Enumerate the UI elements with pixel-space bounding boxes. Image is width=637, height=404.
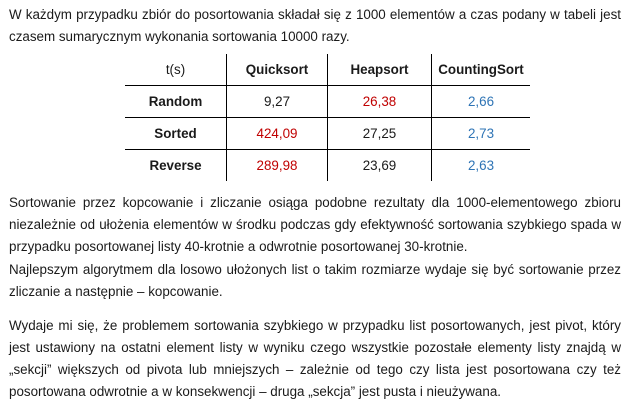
- heapsort-value: 27,25: [327, 117, 432, 150]
- heapsort-value: 23,69: [327, 149, 432, 181]
- countingsort-value: 2,73: [467, 126, 495, 141]
- analysis-paragraph-3: Wydaje mi się, że problemem sortowania s…: [9, 318, 621, 399]
- quicksort-value: 424,09: [226, 117, 328, 150]
- row-label: Random: [125, 85, 227, 118]
- quicksort-value: 289,98: [226, 149, 328, 181]
- header-cell-time: t(s): [125, 54, 227, 86]
- countingsort-value: 2,63: [467, 158, 495, 173]
- intro-paragraph: W każdym przypadku zbiór do posortowania…: [9, 7, 621, 44]
- row-label: Reverse: [125, 149, 227, 181]
- table-header-row: t(s) Quicksort Heapsort CountingSort: [125, 54, 530, 86]
- analysis-paragraph-1: Sortowanie przez kopcowanie i zliczanie …: [9, 195, 621, 254]
- table-row: Random 9,27 26,38 2,66: [125, 85, 530, 118]
- table-row: Sorted 424,09 27,25 2,73: [125, 117, 530, 150]
- analysis-paragraph-2: Najlepszym algorytmem dla losowo ułożony…: [9, 262, 621, 299]
- header-cell-quicksort: Quicksort: [226, 54, 328, 86]
- row-label: Sorted: [125, 117, 227, 150]
- countingsort-value: 2,66: [467, 94, 495, 109]
- header-cell-heapsort: Heapsort: [327, 54, 432, 86]
- header-cell-countingsort: CountingSort: [438, 62, 524, 77]
- heapsort-value: 26,38: [327, 85, 432, 118]
- results-table: t(s) Quicksort Heapsort CountingSort Ran…: [125, 54, 530, 181]
- table-row: Reverse 289,98 23,69 2,63: [125, 149, 530, 181]
- quicksort-value: 9,27: [226, 85, 328, 118]
